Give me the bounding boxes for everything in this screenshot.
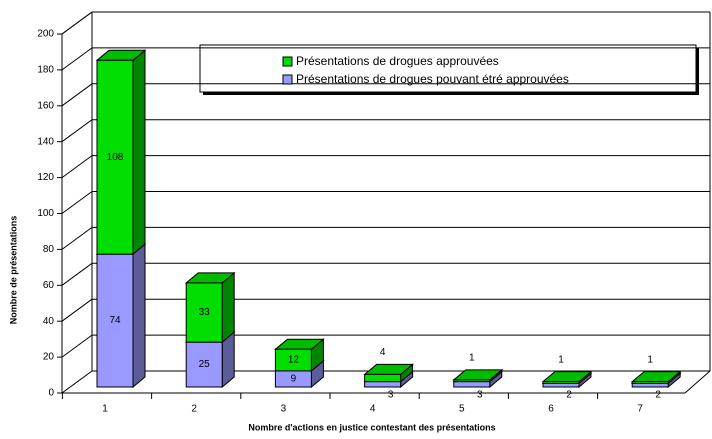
y-tick-label: 140 xyxy=(37,136,54,147)
value-label: 3 xyxy=(477,390,483,401)
value-label: 74 xyxy=(109,315,121,326)
grid-line xyxy=(61,334,93,358)
bar xyxy=(185,282,223,343)
grid-line xyxy=(61,119,93,143)
x-tick-label: 1 xyxy=(102,404,108,415)
grid-line xyxy=(61,262,93,286)
x-axis-label: Nombre d'actions en justice contestant d… xyxy=(248,422,495,432)
y-tick-label: 0 xyxy=(48,388,54,399)
x-tick-label: 4 xyxy=(370,404,376,415)
bar-side xyxy=(221,271,235,344)
x-tick-label: 3 xyxy=(281,404,287,415)
legend-swatch xyxy=(282,56,293,67)
value-label: 33 xyxy=(199,307,211,318)
bar xyxy=(96,59,134,255)
value-label: 2 xyxy=(566,390,572,401)
y-tick-label: 180 xyxy=(37,65,54,76)
y-tick-label: 100 xyxy=(37,208,54,219)
value-label: 2 xyxy=(655,390,661,401)
bar xyxy=(364,373,402,383)
grid-line xyxy=(61,226,93,250)
y-tick-label: 200 xyxy=(37,29,54,40)
bar xyxy=(453,379,491,383)
value-label: 108 xyxy=(107,152,124,163)
value-label: 9 xyxy=(291,374,297,385)
bar xyxy=(364,381,402,388)
value-label: 25 xyxy=(199,359,211,370)
value-label: 4 xyxy=(380,347,386,358)
bar xyxy=(542,381,580,384)
value-label: 3 xyxy=(388,390,394,401)
bar xyxy=(631,382,669,388)
bar xyxy=(542,382,580,388)
x-tick-label: 6 xyxy=(548,404,554,415)
legend-label: Présentations de drogues pouvant étré ap… xyxy=(296,72,569,86)
grid-line xyxy=(61,298,93,322)
value-label: 1 xyxy=(647,354,653,365)
x-tick-label: 7 xyxy=(637,404,643,415)
y-tick-label: 80 xyxy=(43,244,55,255)
y-tick-label: 120 xyxy=(37,172,54,183)
bar xyxy=(631,381,669,384)
x-tick-label: 2 xyxy=(191,404,197,415)
y-tick-label: 40 xyxy=(43,316,55,327)
grid-line xyxy=(61,191,93,214)
grid-line xyxy=(61,83,93,107)
bar xyxy=(274,348,312,372)
bar-side xyxy=(132,49,146,256)
legend-swatch xyxy=(282,74,293,85)
grid-line xyxy=(61,47,93,71)
grid-line xyxy=(61,11,93,35)
bar-side xyxy=(132,243,146,389)
value-label: 12 xyxy=(288,355,300,366)
y-tick-label: 160 xyxy=(37,100,54,111)
y-axis-label: Nombre de présentations xyxy=(8,216,18,325)
bar xyxy=(453,381,491,388)
legend-label: Présentations de drogues approuvées xyxy=(296,54,499,68)
x-tick-label: 5 xyxy=(459,404,465,415)
grid-line xyxy=(61,155,93,179)
bar xyxy=(185,341,223,388)
y-tick-label: 60 xyxy=(43,280,55,291)
value-label: 1 xyxy=(558,354,564,365)
y-tick-label: 20 xyxy=(43,352,55,363)
value-label: 1 xyxy=(469,352,475,363)
